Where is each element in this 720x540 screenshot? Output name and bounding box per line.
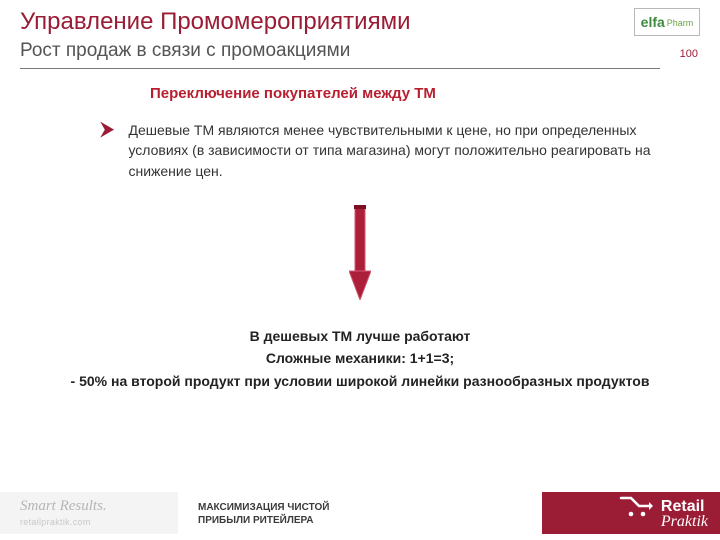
footer: Smart Results. retailpraktik.com МАКСИМИ…: [0, 486, 720, 540]
conclusion-block: В дешевых ТМ лучше работают Сложные меха…: [28, 325, 692, 392]
bullet-text: Дешевые ТМ являются менее чувствительным…: [128, 120, 660, 181]
smart-results-text: Smart Results.: [20, 498, 107, 515]
conclusion-line-3: - 50% на второй продукт при условии широ…: [28, 370, 692, 392]
page-title: Управление Промомероприятиями: [20, 8, 410, 37]
bullet-item: ⮞ Дешевые ТМ являются менее чувствительн…: [100, 120, 660, 181]
smart-results-url: retailpraktik.com: [20, 517, 91, 527]
elfa-logo-sub: Pharm: [667, 19, 694, 28]
conclusion-line-1: В дешевых ТМ лучше работают: [28, 325, 692, 347]
header-divider: [20, 68, 660, 69]
footer-tagline: МАКСИМИЗАЦИЯ ЧИСТОЙ ПРИБЫЛИ РИТЕЙЛЕРА: [198, 502, 368, 527]
cart-arrow-icon: [619, 496, 653, 518]
retail-logo-word2: Praktik: [661, 514, 708, 530]
down-arrow-icon: [349, 205, 371, 300]
retail-praktik-logo: Retail Praktik: [619, 496, 708, 530]
conclusion-line-2: Сложные механики: 1+1=3;: [28, 347, 692, 369]
page-number: 100: [680, 48, 698, 60]
page-subtitle: Рост продаж в связи с промоакциями: [20, 40, 350, 63]
elfa-logo: elfa Pharm: [634, 8, 700, 36]
bullet-glyph-icon: ⮞: [100, 118, 114, 181]
section-title: Переключение покупателей между ТМ: [150, 85, 436, 102]
elfa-logo-text: elfa: [641, 14, 665, 30]
